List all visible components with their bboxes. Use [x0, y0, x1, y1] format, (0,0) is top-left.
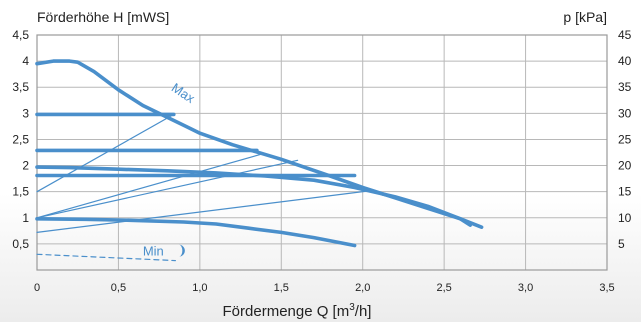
series-line-thin-8: [36, 159, 299, 219]
x-tick-label: 1,5: [274, 282, 289, 294]
series-line-thin-9: [36, 190, 372, 233]
x-tick-label: 2,5: [436, 282, 451, 294]
y-left-tick-label: 2: [22, 159, 29, 173]
y-left-tick-label: 2,5: [12, 132, 29, 146]
series-line-dashed-10: [36, 253, 176, 262]
x-axis-label-tail: /h]: [355, 303, 372, 320]
grid: [36, 34, 608, 271]
series-line-thin-6: [36, 113, 175, 193]
x-tick-label: 1,0: [192, 282, 207, 294]
y-right-tick-label: 15: [618, 185, 632, 199]
tick-labels: 0 0,5 1,0 1,5 2,0 2,5 3,0 3,5 0,5 1 1,5 2 2,5 3 3,5 4 4,…: [12, 28, 631, 294]
series-line-thin-7: [36, 153, 263, 219]
x-axis-label: Fördermenge Q [m3/h]: [223, 302, 372, 320]
y-left-tick-label: 0,5: [12, 237, 29, 251]
y-left-tick-label: 4,5: [12, 28, 29, 42]
y-axis-left-label: Förderhöhe H [mWS]: [37, 9, 169, 25]
y-left-tick-label: 1,5: [12, 185, 29, 199]
plot-frame: [36, 34, 608, 271]
x-tick-label: 2,0: [355, 282, 370, 294]
series-line-thick-2: [35, 217, 357, 248]
y-right-tick-label: 45: [618, 28, 632, 42]
series-line-thick-1: [35, 165, 472, 227]
x-tick-label: 3,5: [599, 282, 614, 294]
y-right-tick-label: 25: [618, 132, 632, 146]
series-group: [35, 59, 484, 262]
y-axis-right-label: p [kPa]: [563, 9, 607, 25]
y-right-tick-label: 35: [618, 80, 632, 94]
min-moon-icon: [178, 244, 185, 257]
y-right-tick-label: 30: [618, 106, 632, 120]
min-label: Min: [143, 244, 164, 259]
x-tick-label: 3,0: [518, 282, 533, 294]
y-right-tick-label: 10: [618, 211, 632, 225]
y-right-tick-label: 5: [618, 237, 625, 251]
x-tick-label: 0: [34, 282, 40, 294]
y-right-tick-label: 20: [618, 159, 632, 173]
y-left-tick-label: 1: [22, 211, 29, 225]
max-label: Max: [169, 80, 198, 106]
x-axis-label-sup: 3: [349, 302, 355, 313]
x-axis-label-main: Fördermenge Q [m: [223, 303, 350, 320]
x-tick-label: 0,5: [111, 282, 126, 294]
y-right-tick-label: 40: [618, 54, 632, 68]
y-left-tick-label: 3: [22, 106, 29, 120]
y-left-tick-label: 3,5: [12, 80, 29, 94]
y-left-tick-label: 4: [22, 54, 29, 68]
